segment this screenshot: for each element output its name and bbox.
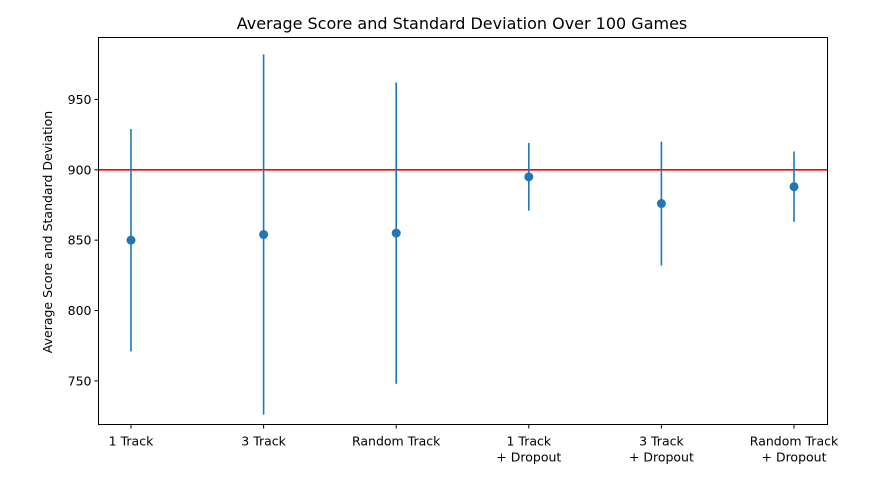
- y-tick-label: 900: [68, 162, 92, 177]
- x-tick-label: 1 Track: [109, 434, 154, 449]
- x-tick-label: + Dropout: [496, 450, 561, 465]
- mean-point: [126, 235, 136, 245]
- x-tick-label: 3 Track: [639, 434, 684, 449]
- y-tick-label: 800: [68, 303, 92, 318]
- y-axis-label: Average Score and Standard Deviation: [40, 111, 55, 353]
- y-tick-label: 750: [68, 373, 92, 388]
- plot-area: 750 800 850 900 950 1 Track 3 Track Random Trac…: [68, 54, 839, 465]
- chart-title: Average Score and Standard Deviation Ove…: [237, 14, 688, 33]
- x-tick-label: 3 Track: [241, 434, 286, 449]
- y-tick-label: 850: [68, 233, 92, 248]
- mean-point: [259, 230, 269, 240]
- mean-point: [524, 172, 534, 182]
- x-tick-label: Random Track: [750, 434, 839, 449]
- x-tick-label: + Dropout: [762, 450, 827, 465]
- mean-point: [656, 199, 666, 209]
- x-tick-label: + Dropout: [629, 450, 694, 465]
- mean-point: [391, 228, 401, 238]
- y-tick-label: 950: [68, 92, 92, 107]
- x-tick-label: Random Track: [352, 434, 441, 449]
- plot-frame: [98, 37, 828, 425]
- x-tick-label: 1 Track: [506, 434, 551, 449]
- mean-point: [789, 182, 799, 192]
